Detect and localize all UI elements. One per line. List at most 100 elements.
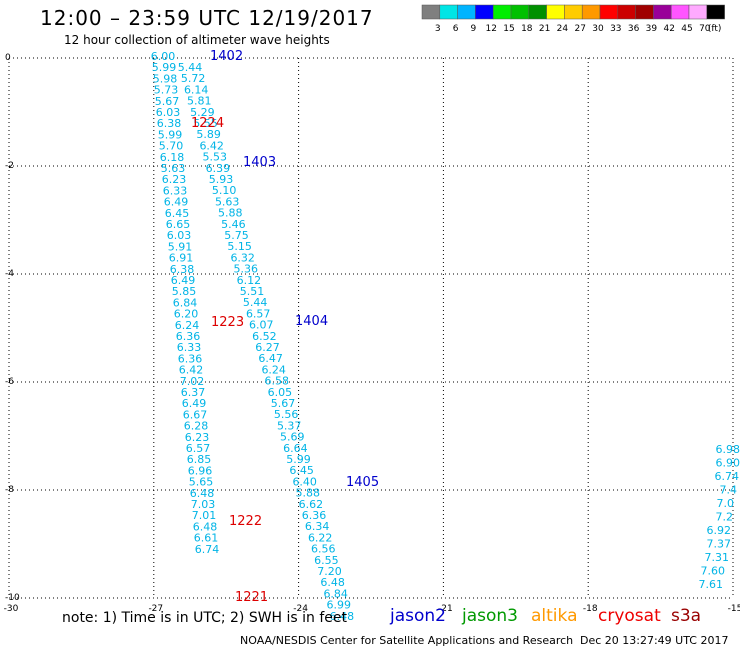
y-tick-label: -4 [5,269,14,279]
wave-height-value: 5.44 [243,296,268,309]
wave-height-value: 5.89 [196,128,221,141]
colorbar-swatch [564,4,583,20]
y-tick-label: -10 [5,593,20,603]
wave-height-value: 6.57 [246,307,271,320]
wave-height-value: 6.48 [320,576,345,589]
wave-height-value: 5.53 [203,151,228,164]
colorbar-label: 21 [539,24,550,34]
wave-height-value: 6.38 [157,117,182,130]
colorbar-swatch [688,4,708,20]
wave-height-value: 7.37 [707,538,732,551]
wave-height-value: 5.65 [189,476,214,489]
page-title: 12:00 – 23:59 UTC 12/19/2017 [40,6,374,30]
colorbar-swatch [492,4,512,20]
colorbar-label: 27 [574,24,585,34]
colorbar-label: 36 [628,24,640,34]
wave-height-value: 5.85 [172,285,197,298]
pass-label: 1405 [346,475,379,490]
wave-height-value: 5.99 [286,453,311,466]
colorbar-swatch [475,4,494,20]
wave-height-value: 6.91 [169,252,194,265]
colorbar-label: 70 [699,24,711,34]
pass-label: 1223 [211,315,244,330]
wave-height-value: 6.49 [171,274,196,287]
colorbar-label: 33 [610,24,621,34]
colorbar-swatch [439,4,458,20]
wave-height-value: 6.34 [305,520,330,533]
wave-height-value: 5.37 [277,419,302,432]
colorbar-label: 18 [521,24,533,34]
x-tick-label: -27 [148,604,163,614]
wave-height-value: 6.37 [181,386,206,399]
colorbar-swatch [421,4,441,20]
wave-height-value: 5.69 [280,431,305,444]
wave-height-value: 6.05 [268,386,293,399]
wave-height-value: 6.03 [156,106,181,119]
pass-label: 1403 [243,155,276,170]
wave-height-value: 5.51 [240,285,265,298]
footer-timestamp: Dec 20 13:27:49 UTC 2017 [580,634,729,647]
colorbar-swatch [670,4,690,20]
wave-height-value: 6.98 [716,443,740,456]
colorbar-swatch [546,4,565,20]
wave-height-value: 6.62 [299,498,324,511]
wave-height-value: 6.33 [177,341,202,354]
colorbar-swatch [457,4,476,20]
pass-label: 1404 [295,314,328,329]
wave-height-value: 6.38 [170,263,195,276]
wave-height-value: 6.45 [165,207,190,220]
wave-height-value: 6.48 [330,610,355,623]
wave-height-value: 5.75 [224,229,249,242]
colorbar-swatch [581,4,601,20]
wave-height-value: 6.36 [178,352,203,365]
wave-height-value: 5.10 [212,184,237,197]
wave-height-value: 6.23 [162,173,187,186]
pass-label: 1224 [191,116,224,131]
wave-height-value: 6.92 [707,524,732,537]
wave-height-value: 6.74 [195,543,220,556]
colorbar-label: 9 [471,24,477,34]
wave-height-value: 6.49 [164,196,189,209]
wave-height-value: 6.27 [255,341,280,354]
wave-height-value: 6.22 [308,531,333,544]
wave-height-value: 7.31 [705,551,730,564]
wave-height-value: 5.44 [178,61,203,74]
wave-height-value: 5.99 [152,61,177,74]
wave-height-value: 6.65 [166,218,191,231]
colorbar-label: 15 [503,24,514,34]
wave-height-value: 5.29 [190,106,215,119]
colorbar-label: 45 [681,24,692,34]
wave-height-value: 6.90 [716,457,740,470]
wave-height-value: 6.03 [167,229,192,242]
wave-height-value: 6.56 [311,543,336,556]
wave-height-value: 5.63 [215,195,240,208]
wave-height-value: 7.20 [317,565,342,578]
wave-height-value: 5.88 [218,207,243,220]
colorbar-label: 30 [592,24,604,34]
wave-height-value: 7.01 [192,509,217,522]
pass-label: 1222 [229,514,262,529]
wave-height-value: 6.67 [183,408,208,421]
wave-height-value: 5.91 [168,240,193,253]
wave-height-value: 6.00 [151,50,176,63]
y-tick-label: 0 [5,53,11,63]
wave-height-value: 6.36 [176,330,201,343]
wave-height-value: 5.67 [271,397,296,410]
wave-height-value: 6.40 [292,475,317,488]
wave-height-value: 6.48 [193,520,218,533]
wave-height-value: 6.07 [249,319,274,332]
legend-jason2: jason2 [390,606,446,626]
wave-height-value: 7.2 [716,511,734,524]
wave-height-value: 6.84 [173,296,198,309]
wave-height-value: 6.45 [289,464,314,477]
x-tick-label: -21 [438,604,453,614]
wave-height-value: 6.96 [188,464,213,477]
wave-height-value: 6.49 [182,397,207,410]
colorbar-label: 39 [646,24,658,34]
wave-height-value: 5.99 [158,128,183,141]
wave-height-value: 5.56 [274,408,299,421]
wave-height-value: 6.42 [199,139,224,152]
wave-height-value: 6.12 [237,274,262,287]
x-tick-label: -15 [728,604,740,614]
